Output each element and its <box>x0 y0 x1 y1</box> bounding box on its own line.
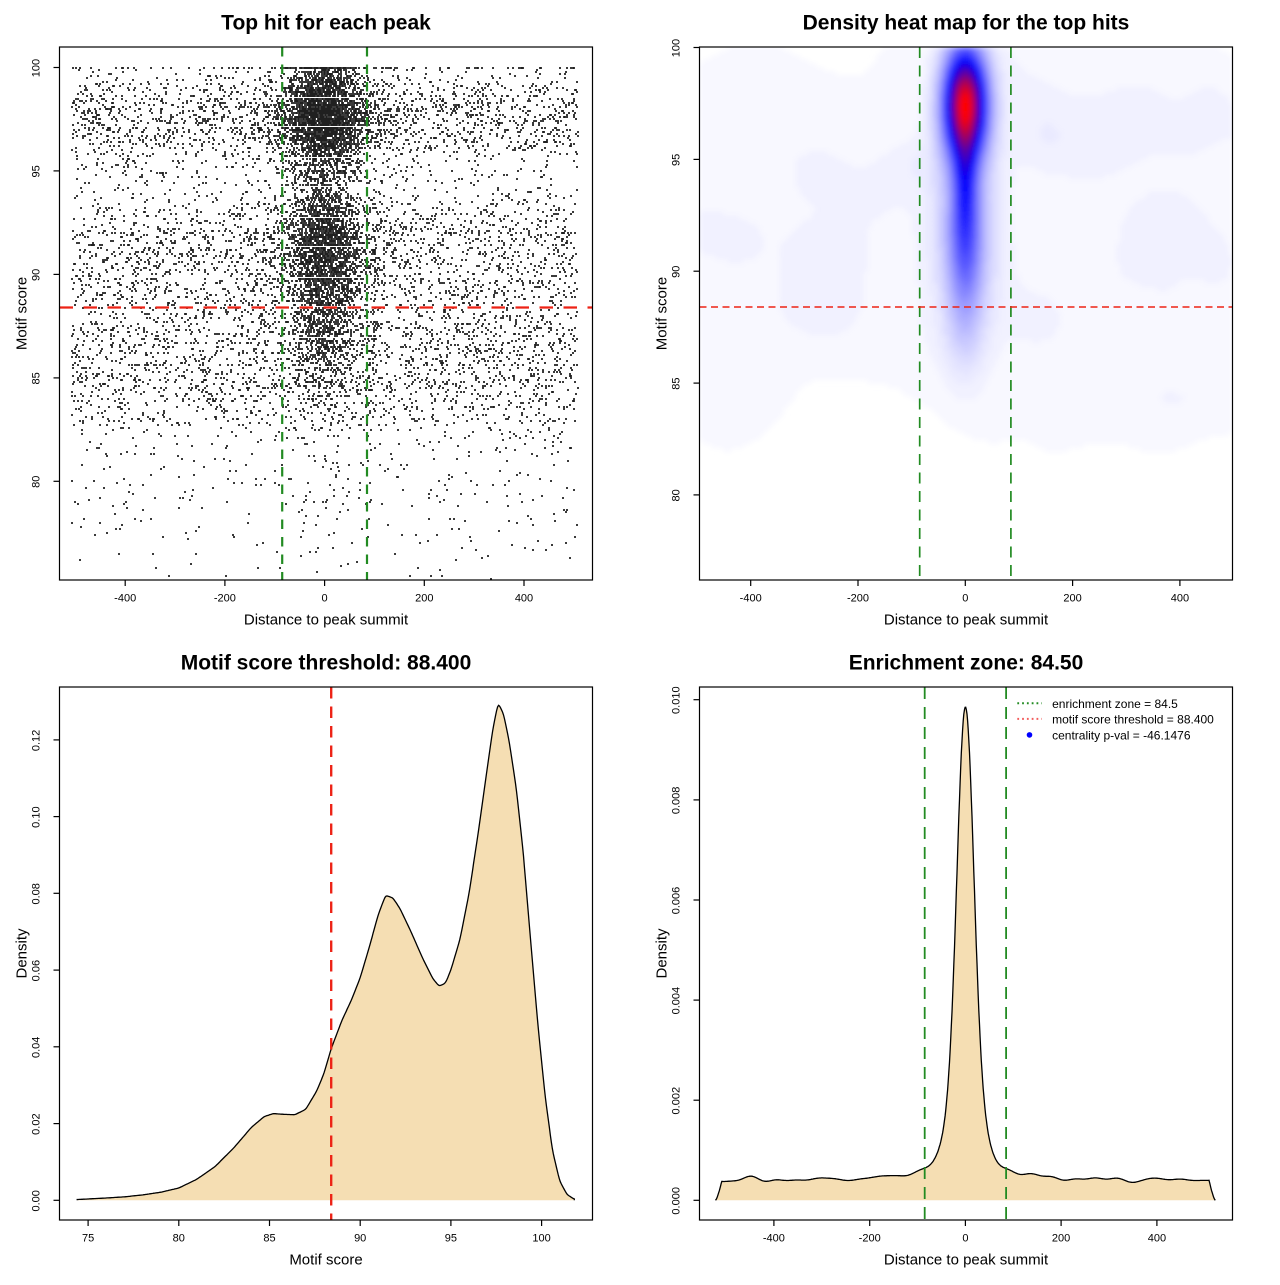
svg-text:100: 100 <box>532 1233 550 1245</box>
svg-text:95: 95 <box>31 165 43 177</box>
svg-text:Enrichment zone: 84.50: Enrichment zone: 84.50 <box>849 652 1084 675</box>
svg-text:0.06: 0.06 <box>31 960 43 981</box>
svg-text:80: 80 <box>173 1233 185 1245</box>
svg-text:Motif score: Motif score <box>14 277 31 350</box>
svg-text:Motif score: Motif score <box>654 277 671 350</box>
svg-text:100: 100 <box>31 59 43 77</box>
svg-text:90: 90 <box>31 269 43 281</box>
svg-text:75: 75 <box>82 1233 94 1245</box>
svg-text:0.004: 0.004 <box>671 987 683 1015</box>
svg-text:0.000: 0.000 <box>671 1187 683 1215</box>
svg-text:95: 95 <box>671 154 683 166</box>
svg-text:400: 400 <box>515 593 533 605</box>
svg-text:motif score threshold = 88.400: motif score threshold = 88.400 <box>1052 713 1214 727</box>
svg-text:95: 95 <box>445 1233 457 1245</box>
svg-text:-400: -400 <box>740 593 762 605</box>
svg-text:80: 80 <box>671 489 683 501</box>
svg-text:0.04: 0.04 <box>31 1037 43 1058</box>
svg-text:400: 400 <box>1171 593 1189 605</box>
svg-text:Density: Density <box>14 928 31 979</box>
svg-text:200: 200 <box>1052 1233 1070 1245</box>
svg-text:Motif score threshold: 88.400: Motif score threshold: 88.400 <box>181 652 472 675</box>
svg-text:Distance to peak summit: Distance to peak summit <box>244 612 409 629</box>
svg-text:100: 100 <box>671 39 683 57</box>
svg-text:0.00: 0.00 <box>31 1190 43 1211</box>
svg-text:80: 80 <box>31 476 43 488</box>
svg-text:200: 200 <box>415 593 433 605</box>
svg-text:0.12: 0.12 <box>31 730 43 751</box>
svg-text:85: 85 <box>31 372 43 384</box>
svg-text:0.006: 0.006 <box>671 887 683 915</box>
svg-text:-200: -200 <box>214 593 236 605</box>
svg-text:85: 85 <box>671 377 683 389</box>
svg-text:0: 0 <box>962 1233 968 1245</box>
svg-text:0.002: 0.002 <box>671 1087 683 1115</box>
svg-text:0.010: 0.010 <box>671 686 683 714</box>
svg-text:centrality p-val = -46.1476: centrality p-val = -46.1476 <box>1052 728 1191 742</box>
svg-text:-200: -200 <box>859 1233 881 1245</box>
svg-text:400: 400 <box>1148 1233 1166 1245</box>
svg-text:Top hit for each peak: Top hit for each peak <box>221 12 431 35</box>
svg-text:Distance to peak summit: Distance to peak summit <box>884 612 1049 629</box>
svg-text:90: 90 <box>671 266 683 278</box>
svg-text:0.10: 0.10 <box>31 806 43 827</box>
svg-text:Density: Density <box>654 928 671 979</box>
svg-text:Distance to peak summit: Distance to peak summit <box>884 1252 1049 1269</box>
svg-text:200: 200 <box>1063 593 1081 605</box>
svg-text:0.02: 0.02 <box>31 1113 43 1134</box>
svg-text:-200: -200 <box>847 593 869 605</box>
svg-text:-400: -400 <box>763 1233 785 1245</box>
svg-text:0.008: 0.008 <box>671 787 683 815</box>
svg-text:Motif score: Motif score <box>289 1252 362 1269</box>
svg-text:Density heat map for the top h: Density heat map for the top hits <box>803 12 1130 35</box>
svg-text:90: 90 <box>354 1233 366 1245</box>
svg-text:85: 85 <box>263 1233 275 1245</box>
svg-text:0: 0 <box>962 593 968 605</box>
svg-text:0.08: 0.08 <box>31 883 43 904</box>
svg-text:-400: -400 <box>114 593 136 605</box>
svg-text:enrichment zone = 84.5: enrichment zone = 84.5 <box>1052 697 1178 711</box>
svg-text:0: 0 <box>322 593 328 605</box>
